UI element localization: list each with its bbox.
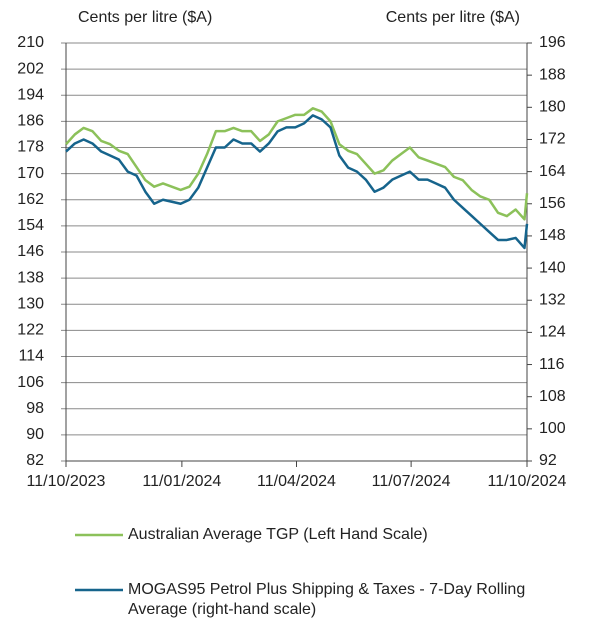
series-line xyxy=(65,107,529,221)
y-tick-label: 146 xyxy=(17,243,44,260)
y-tick-label: 186 xyxy=(17,113,44,130)
y-tick-label: 106 xyxy=(17,374,44,391)
y2-tick-label: 180 xyxy=(539,99,566,116)
y2-tick-label: 172 xyxy=(539,131,566,148)
y-axis-label: Cents per litre ($A) xyxy=(78,9,212,26)
y2-tick-label: 132 xyxy=(539,291,566,308)
legend-label: MOGAS95 Petrol Plus Shipping & Taxes - 7… xyxy=(128,581,526,618)
y2-tick-label: 116 xyxy=(539,356,565,373)
y-tick-label: 138 xyxy=(17,269,44,286)
y-tick-label: 82 xyxy=(26,452,44,469)
y-tick-label: 154 xyxy=(17,217,44,234)
x-tick-label: 11/07/2024 xyxy=(372,473,451,490)
x-tick-label: 11/04/2024 xyxy=(257,473,336,490)
y2-tick-label: 140 xyxy=(539,259,566,276)
y2-tick-label: 100 xyxy=(539,420,566,437)
y-tick-label: 98 xyxy=(26,400,44,417)
y2-tick-label: 108 xyxy=(539,388,566,405)
y-tick-label: 114 xyxy=(18,348,44,365)
x-tick-label: 11/10/2023 xyxy=(27,473,106,490)
y-tick-label: 130 xyxy=(17,295,44,312)
y2-tick-label: 164 xyxy=(539,163,566,180)
y2-tick-label: 124 xyxy=(539,324,566,341)
y-tick-label: 210 xyxy=(17,34,44,51)
y2-tick-label: 188 xyxy=(539,66,566,83)
y-tick-label: 162 xyxy=(17,191,44,208)
y2-tick-label: 156 xyxy=(539,195,566,212)
x-tick-label: 11/10/2024 xyxy=(488,473,567,490)
y-tick-label: 178 xyxy=(17,139,44,156)
y-tick-label: 90 xyxy=(26,426,44,443)
y-tick-label: 202 xyxy=(17,60,44,77)
series-line xyxy=(65,114,529,250)
y2-tick-label: 92 xyxy=(539,452,557,469)
y-tick-label: 170 xyxy=(17,165,44,182)
legend-label: Australian Average TGP (Left Hand Scale) xyxy=(128,526,428,543)
y2-tick-label: 148 xyxy=(539,227,566,244)
x-tick-label: 11/01/2024 xyxy=(142,473,221,490)
y2-axis-label: Cents per litre ($A) xyxy=(386,9,520,26)
y-tick-label: 194 xyxy=(17,86,44,103)
y2-tick-label: 196 xyxy=(539,34,566,51)
y-tick-label: 122 xyxy=(17,322,44,339)
